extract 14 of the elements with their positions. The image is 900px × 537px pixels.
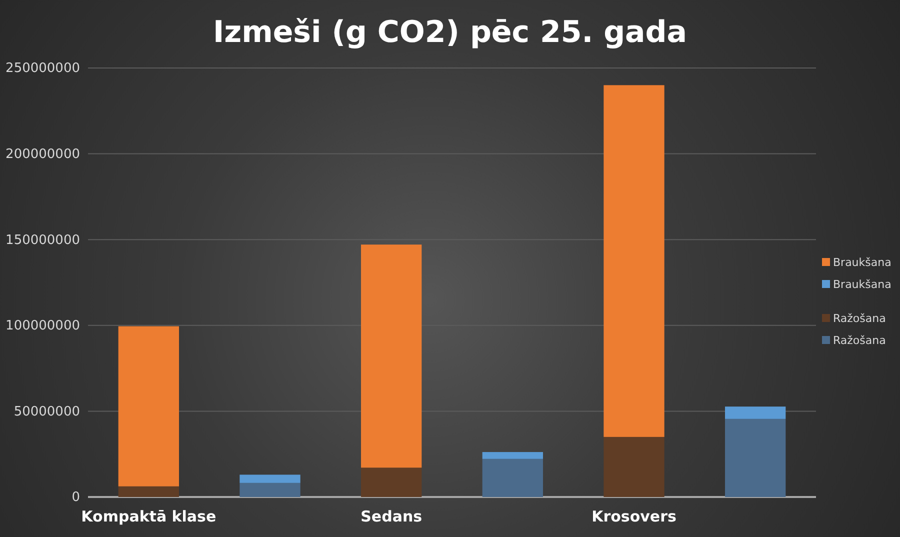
y-tick-label: 200000000 bbox=[6, 146, 80, 162]
legend-label: Braukšana bbox=[833, 278, 892, 291]
x-tick-label: Kompaktā klase bbox=[81, 508, 216, 526]
chart-title: Izmeši (g CO2) pēc 25. gada bbox=[212, 15, 688, 50]
y-tick-label: 150000000 bbox=[6, 232, 80, 248]
y-tick-label: 250000000 bbox=[6, 61, 80, 76]
legend-label: Ražošana bbox=[833, 334, 886, 347]
y-tick-label: 50000000 bbox=[14, 404, 80, 420]
legend-label: Braukšana bbox=[833, 256, 892, 269]
x-tick-label: Sedans bbox=[360, 508, 422, 526]
y-tick-label: 100000000 bbox=[6, 318, 80, 334]
legend-label: Ražošana bbox=[833, 312, 886, 325]
x-tick-label: Krosovers bbox=[592, 508, 676, 526]
y-tick-label: 0 bbox=[72, 490, 80, 506]
